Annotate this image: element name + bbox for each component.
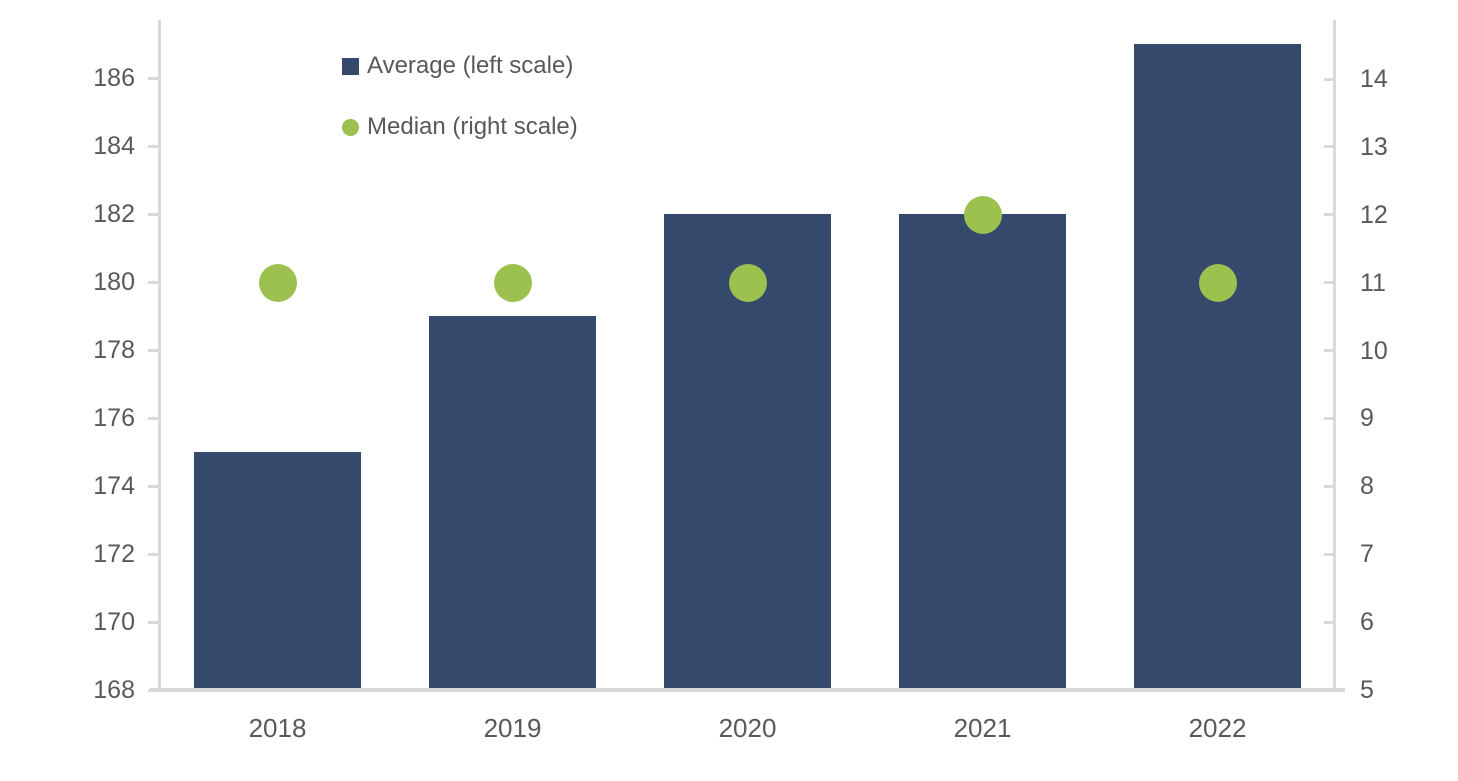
x-axis-label-2019: 2019 [483,713,542,743]
legend-label-average: Average (left scale) [367,52,574,79]
right-axis-tick [1324,688,1333,692]
bottom-axis-line [150,688,1345,692]
median-dot-2019 [493,263,532,302]
legend-label-median: Median (right scale) [367,113,578,140]
right-axis-tick [1324,416,1333,420]
left-axis-tick [148,484,159,488]
right-axis-tick [1324,77,1333,81]
right-axis-tick-label: 7 [1360,540,1374,569]
right-axis-tick-label: 8 [1360,472,1374,501]
right-axis-tick [1324,552,1333,556]
right-axis-tick-label: 9 [1360,404,1374,433]
left-axis-line [158,20,161,692]
left-axis-tick [148,416,159,420]
left-axis-tick-label: 184 [93,132,135,160]
bar-2022 [1134,44,1301,688]
left-axis-tick [148,348,159,352]
x-axis-label-2022: 2022 [1188,713,1247,743]
left-axis-tick-label: 174 [93,472,135,500]
x-axis-label-2018: 2018 [248,713,307,743]
left-axis-tick [148,144,159,148]
x-axis-label-2021: 2021 [953,713,1012,743]
right-axis-tick [1324,213,1333,217]
right-axis-tick-label: 10 [1360,336,1388,365]
right-axis-tick-label: 5 [1360,676,1374,704]
left-axis-tick-label: 182 [93,200,135,228]
dot-series-swatch-icon [342,118,359,136]
left-axis-tick-label: 172 [93,540,135,568]
left-axis-tick-label: 168 [93,676,135,704]
right-axis-tick [1324,145,1333,149]
left-axis-tick-label: 176 [93,404,135,432]
median-dot-2022 [1198,263,1237,302]
right-axis-tick-label: 13 [1360,132,1388,161]
left-axis-tick-label: 170 [93,608,135,636]
x-axis-label-2020: 2020 [718,713,777,743]
left-axis-tick-label: 186 [93,64,135,92]
median-dot-2020 [728,263,767,302]
bar-series-swatch-icon [342,57,359,75]
left-axis-tick-label: 180 [93,268,135,296]
right-axis-tick [1324,281,1333,285]
right-axis-tick-label: 14 [1360,65,1388,93]
left-axis-tick-label: 178 [93,336,135,364]
median-dot-2021 [963,195,1002,234]
left-axis-tick [148,620,159,624]
median-dot-2018 [258,263,297,302]
left-axis-tick [148,212,159,216]
legend-item-average: Average (left scale) [342,52,573,80]
left-axis-tick [148,688,159,692]
right-axis-tick [1324,349,1333,353]
legend-item-median: Median (right scale) [342,113,578,141]
left-axis-tick [148,552,159,556]
right-axis-tick-label: 12 [1360,200,1388,229]
bar-2018 [194,452,361,688]
left-axis-tick [148,280,159,284]
bar-2019 [429,316,596,688]
right-axis-tick [1324,484,1333,488]
right-axis-tick-label: 11 [1360,268,1386,297]
bar-2021 [899,214,1066,688]
right-axis-tick [1324,620,1333,624]
right-axis-line [1333,20,1336,692]
left-axis-tick [148,76,159,80]
right-axis-tick-label: 6 [1360,608,1374,637]
